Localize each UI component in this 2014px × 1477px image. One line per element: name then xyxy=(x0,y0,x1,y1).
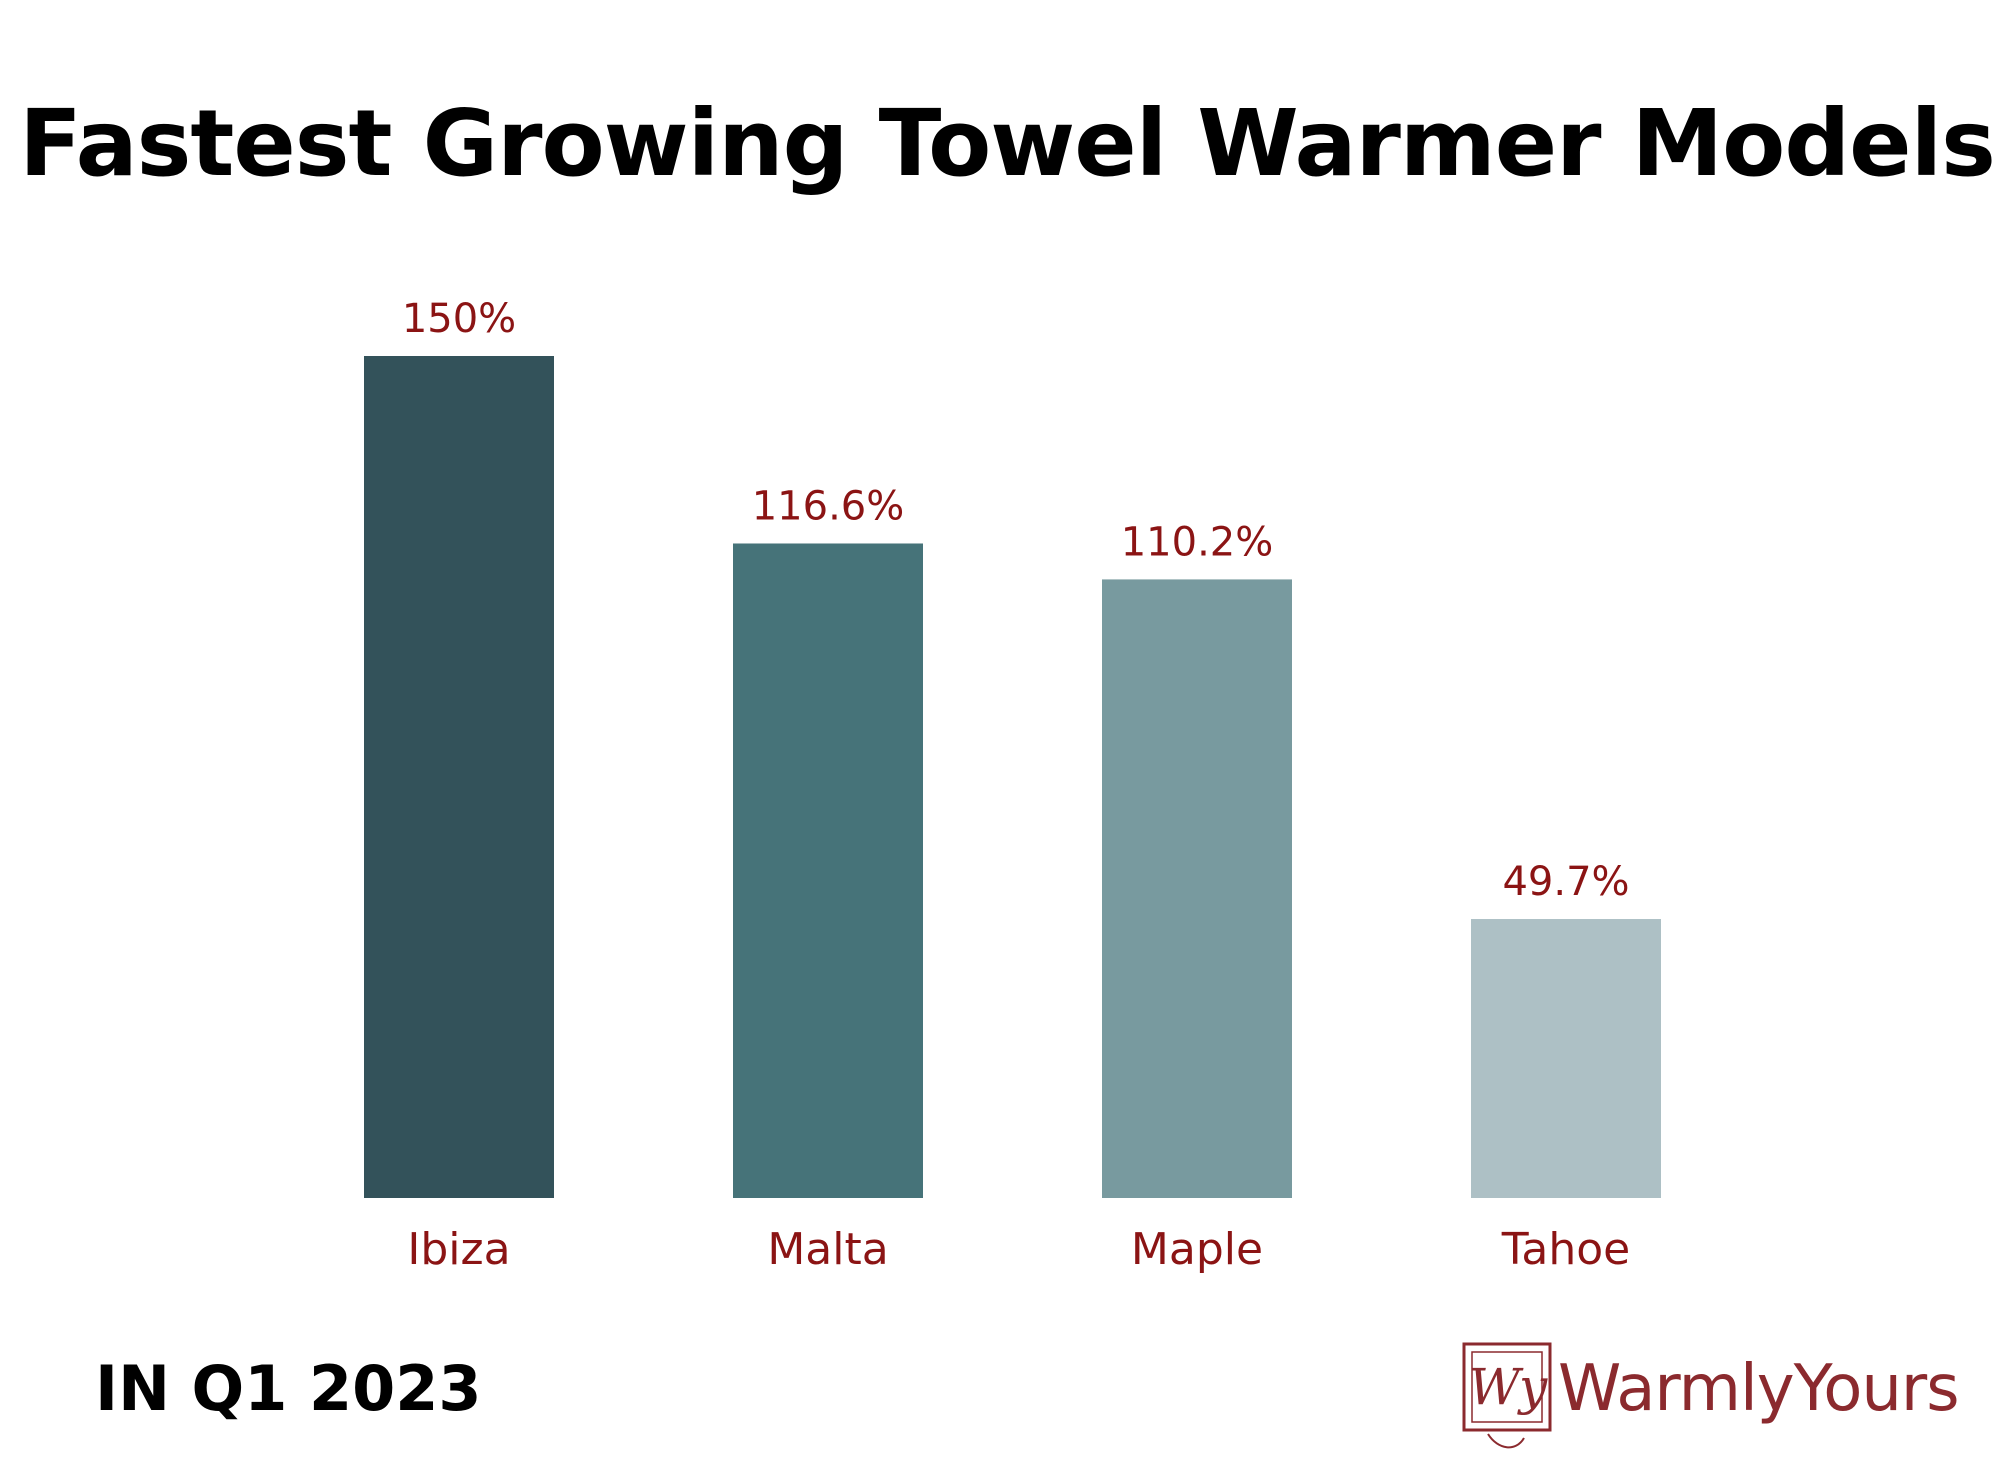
category-label-tahoe: Tahoe xyxy=(1501,1224,1630,1275)
brand-name: WarmlyYours xyxy=(1558,1352,1960,1426)
bar-malta xyxy=(733,543,923,1198)
category-label-maple: Maple xyxy=(1131,1224,1263,1275)
chart-title: Fastest Growing Towel Warmer Models xyxy=(19,90,1996,197)
bar-maple xyxy=(1102,579,1292,1198)
brand-logo: Wy WarmlyYours xyxy=(1458,1338,1978,1456)
category-label-malta: Malta xyxy=(767,1224,888,1275)
brand-monogram-letters: Wy xyxy=(1469,1358,1548,1416)
value-label-tahoe: 49.7% xyxy=(1502,859,1629,905)
value-label-malta: 116.6% xyxy=(752,483,905,529)
bar-tahoe xyxy=(1471,919,1661,1198)
value-label-maple: 110.2% xyxy=(1121,519,1274,565)
period-label: IN Q1 2023 xyxy=(95,1352,482,1425)
brand-monogram-icon: Wy xyxy=(1462,1342,1552,1449)
brand-monogram-frame xyxy=(1462,1342,1552,1432)
category-label-ibiza: Ibiza xyxy=(407,1224,510,1275)
bar-ibiza xyxy=(364,356,554,1198)
bar-chart: 150% Ibiza 116.6% Malta 110.2% Maple 49.7% Taho… xyxy=(364,296,1661,1275)
brand-monogram-flourish xyxy=(1487,1433,1525,1449)
brand-monogram-frame-inner xyxy=(1471,1351,1543,1423)
value-label-ibiza: 150% xyxy=(402,296,516,342)
